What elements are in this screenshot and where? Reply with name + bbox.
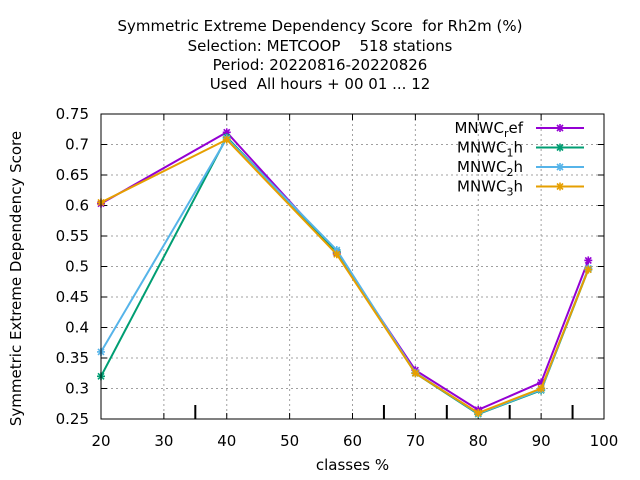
x-tick-label: 80 [469,432,488,450]
legend-item: MNWC3h [457,178,584,199]
y-tick-label: 0.55 [56,227,89,245]
chart-title-line-3: Period: 20220816-20220826 [212,56,428,74]
y-tick-label: 0.25 [56,410,89,428]
axis-ticks: 20 30 40 50 60 70 80 90 100 0.25 0.3 0.35 0.4 0.45 0.5… [56,105,619,450]
series-layer [97,128,593,419]
y-tick-label: 0.75 [56,105,89,123]
legend-item: MNWCref [454,119,584,140]
x-tick-label: 50 [280,432,299,450]
chart-title-line-4: Used All hours + 00 01 ... 12 [209,75,431,93]
legend-label: MNWC1h [457,139,523,160]
data-point [222,135,231,144]
data-point [537,384,546,393]
x-tick-label: 30 [154,432,173,450]
x-tick-label: 90 [532,432,551,450]
y-axis-label: Symmetric Extreme Dependency Score [7,131,25,426]
x-tick-label: 70 [406,432,425,450]
x-tick-label: 40 [217,432,236,450]
y-tick-label: 0.65 [56,166,89,184]
data-point [584,265,593,274]
plot-frame [100,113,605,420]
y-tick-label: 0.7 [65,136,89,154]
x-axis-label: classes % [316,456,389,474]
legend-swatch-marker [556,182,564,191]
series-mnwc-3h [97,135,593,417]
y-tick-label: 0.4 [65,319,89,337]
chart-title-line-2: Selection: METCOOP 518 stations [187,37,453,55]
x-tick-label: 60 [343,432,362,450]
y-tick-label: 0.45 [56,288,89,306]
y-tick-label: 0.3 [65,380,89,398]
y-tick-label: 0.5 [65,258,89,276]
legend-item: MNWC1h [457,139,584,160]
legend-label: MNWC3h [457,178,523,199]
legend-swatch-marker [556,124,564,132]
grid [101,114,604,419]
legend-item: MNWC2h [457,158,584,179]
y-tick-label: 0.6 [65,197,89,215]
x-tick-label: 20 [91,432,110,450]
data-point [332,250,341,259]
data-point [411,369,420,378]
legend-swatch-marker [556,163,564,171]
chart-title-line-1: Symmetric Extreme Dependency Score for R… [117,17,523,35]
data-point [474,408,483,417]
x-tick-label: 100 [590,432,619,450]
data-point [584,256,593,265]
legend-label: MNWC2h [457,158,523,179]
legend-label: MNWCref [454,119,523,140]
legend-swatch-marker [556,143,564,152]
y-tick-label: 0.35 [56,349,89,367]
